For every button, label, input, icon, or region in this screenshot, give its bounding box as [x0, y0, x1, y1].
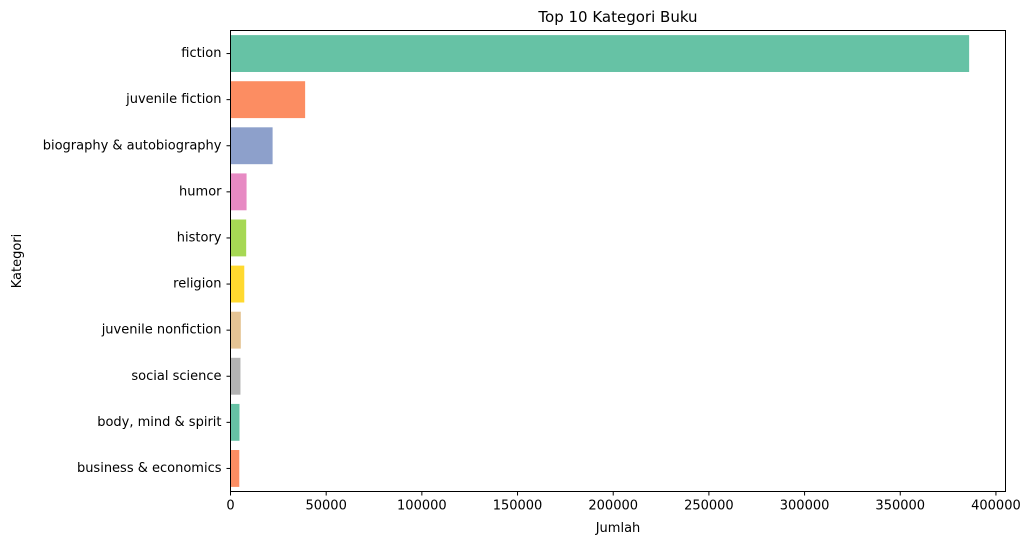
y-tick-label: religion	[173, 277, 221, 292]
bar-fiction	[230, 35, 970, 72]
y-tick-label: body, mind & spirit	[97, 415, 221, 430]
bar-humor	[230, 173, 247, 211]
bar-social-science	[230, 357, 241, 395]
bar-business-economics	[230, 450, 240, 487]
y-tick-label: juvenile nonfiction	[101, 323, 222, 338]
bar-religion	[230, 265, 245, 303]
chart-title: Top 10 Kategori Buku	[537, 8, 697, 26]
bar-biography-autobiography	[230, 127, 273, 165]
y-tick-label: fiction	[181, 46, 221, 61]
bar-juvenile-nonfiction	[230, 311, 241, 349]
x-tick-label: 150000	[493, 499, 543, 514]
y-axis-ticks: fiction juvenile fiction biography & autob…	[43, 46, 231, 476]
x-tick-label: 350000	[875, 499, 925, 514]
bars	[230, 35, 970, 487]
x-tick-label: 300000	[780, 499, 830, 514]
y-tick-label: social science	[131, 369, 221, 384]
x-tick-label: 0	[226, 499, 234, 514]
plot-frame	[230, 30, 1006, 492]
bar-history	[230, 219, 247, 257]
x-axis-ticks: 0 50000 100000 150000 200000 250000 300000 3500…	[226, 491, 1021, 514]
x-tick-label: 100000	[397, 499, 447, 514]
y-axis-label: Kategori	[10, 234, 25, 289]
y-tick-label: business & economics	[77, 461, 222, 476]
x-tick-label: 400000	[971, 499, 1021, 514]
y-tick-label: humor	[179, 184, 222, 199]
y-tick-label: biography & autobiography	[43, 138, 222, 153]
x-tick-label: 250000	[684, 499, 734, 514]
y-tick-label: history	[177, 230, 222, 245]
y-tick-label: juvenile fiction	[125, 92, 221, 107]
bar-body-mind-spirit	[230, 403, 240, 441]
x-tick-label: 50000	[305, 499, 346, 514]
bar-juvenile-fiction	[230, 81, 306, 119]
x-tick-label: 200000	[588, 499, 638, 514]
x-axis-label: Jumlah	[595, 521, 641, 536]
